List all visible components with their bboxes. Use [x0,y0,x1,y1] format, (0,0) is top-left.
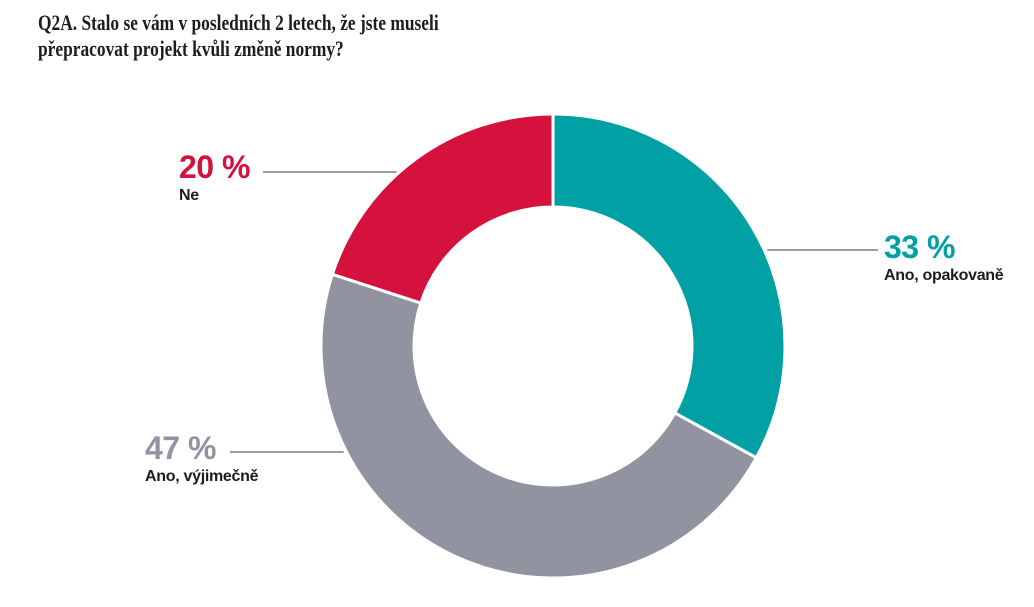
slice-category-label: Ano, výjimečně [145,467,259,485]
donut-slice-ano-v-jime-n- [319,272,759,580]
slice-percent-label: 20 % [179,149,250,185]
slice-percent-label: 47 % [145,430,216,466]
chart-title-line2: přepracovat projekt kvůli změně normy? [38,36,344,61]
slice-category-label: Ne [179,186,199,204]
callout-ano-opakovane: 33 % Ano, opakovaně [884,229,1004,285]
donut-slice-ne [330,112,555,305]
callout-ano-vyjimecne: 47 % Ano, výjimečně [145,430,259,486]
callout-ne: 20 % Ne [179,149,250,205]
slice-percent-label: 33 % [884,229,955,265]
slice-category-label: Ano, opakovaně [884,266,1004,284]
chart-title-line1: Q2A. Stalo se vám v posledních 2 letech,… [38,10,439,35]
donut-slice-ano-opakovan- [551,112,787,460]
chart-title: Q2A. Stalo se vám v posledních 2 letech,… [38,10,439,62]
